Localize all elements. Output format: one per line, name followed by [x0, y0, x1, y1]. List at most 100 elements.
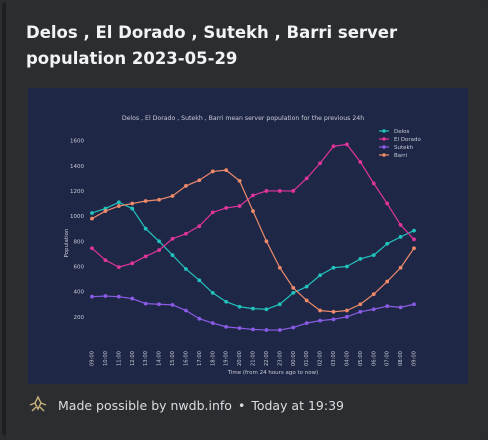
x-tick-label: 04:00: [344, 351, 350, 366]
embed-footer: Made possible by nwdb.info • Today at 19…: [28, 394, 344, 416]
data-point: [251, 306, 255, 311]
data-point: [157, 197, 161, 202]
y-tick-label: 200: [74, 315, 85, 321]
data-point: [157, 248, 161, 253]
data-point: [331, 144, 336, 149]
y-tick-label: 600: [74, 264, 85, 270]
data-point: [90, 246, 94, 251]
data-point: [358, 257, 363, 261]
legend-marker: [382, 145, 386, 149]
data-point: [264, 189, 269, 193]
data-point: [277, 328, 282, 332]
data-point: [130, 261, 135, 266]
data-point: [304, 298, 309, 303]
data-point: [358, 160, 363, 164]
data-point: [237, 326, 242, 331]
chart-image[interactable]: Delos , El Dorado , Sutekh , Barri mean …: [28, 88, 468, 384]
legend-label: Delos: [394, 129, 410, 135]
data-point: [170, 236, 175, 241]
data-point: [251, 193, 255, 198]
data-point: [331, 309, 336, 314]
data-point: [197, 224, 202, 229]
data-point: [398, 223, 403, 227]
data-point: [264, 307, 269, 312]
data-point: [130, 206, 135, 211]
data-point: [277, 302, 282, 307]
data-point: [345, 142, 349, 147]
x-tick-label: 12:00: [130, 351, 136, 366]
x-tick-label: 08:00: [398, 351, 404, 366]
data-point: [304, 176, 309, 181]
data-point: [184, 184, 188, 188]
data-point: [318, 273, 322, 278]
data-point: [116, 200, 121, 205]
data-point: [184, 231, 188, 236]
data-point: [103, 294, 108, 298]
x-tick-label: 01:00: [304, 351, 310, 366]
y-tick-label: 1600: [70, 139, 84, 145]
data-point: [304, 321, 309, 326]
data-point: [143, 254, 148, 259]
data-point: [412, 246, 416, 251]
legend-label: Barri: [394, 153, 408, 159]
data-point: [264, 328, 269, 332]
x-tick-label: 19:00: [224, 351, 230, 366]
x-tick-label: 03:00: [331, 351, 337, 366]
data-point: [184, 308, 188, 313]
data-point: [130, 296, 135, 301]
data-point: [331, 265, 336, 270]
y-axis-label: Population: [64, 228, 70, 257]
data-point: [345, 314, 349, 319]
data-point: [385, 241, 390, 246]
data-point: [277, 189, 282, 193]
data-point: [170, 302, 175, 307]
data-point: [224, 168, 229, 173]
data-point: [412, 228, 416, 233]
x-tick-label: 13:00: [143, 351, 149, 366]
data-point: [237, 304, 242, 309]
y-tick-label: 800: [74, 239, 85, 245]
data-point: [170, 253, 175, 258]
data-point: [371, 292, 376, 297]
x-tick-label: 21:00: [251, 351, 257, 366]
x-tick-label: 17:00: [197, 351, 203, 366]
legend-marker: [382, 153, 386, 157]
data-point: [291, 291, 296, 295]
data-point: [170, 194, 175, 198]
data-point: [197, 316, 202, 321]
data-point: [237, 204, 242, 208]
data-point: [371, 181, 376, 186]
data-point: [90, 216, 94, 221]
data-point: [224, 206, 229, 210]
x-tick-label: 20:00: [237, 351, 243, 366]
data-point: [184, 267, 188, 271]
data-point: [412, 237, 416, 242]
series-line-delos: [91, 201, 415, 310]
data-point: [318, 308, 322, 313]
data-point: [143, 301, 148, 306]
data-point: [304, 284, 309, 289]
footer-timestamp: Today at 19:39: [251, 397, 344, 413]
data-point: [318, 318, 322, 323]
data-point: [143, 199, 148, 203]
data-point: [331, 317, 336, 322]
data-point: [371, 307, 376, 312]
y-tick-label: 1400: [70, 164, 84, 170]
data-point: [398, 265, 403, 270]
y-tick-label: 400: [74, 290, 85, 296]
x-tick-label: 18:00: [210, 351, 216, 366]
data-point: [210, 169, 215, 174]
data-point: [398, 305, 403, 310]
footer-separator: •: [237, 397, 246, 413]
data-point: [157, 302, 161, 307]
data-point: [251, 327, 255, 332]
data-point: [277, 265, 282, 270]
chart-title: Delos , El Dorado , Sutekh , Barri mean …: [122, 115, 364, 122]
embed-card: Delos , El Dorado , Sutekh , Barri serve…: [2, 2, 484, 436]
data-point: [130, 201, 135, 206]
data-point: [291, 325, 296, 330]
x-tick-label: 06:00: [371, 351, 377, 366]
legend-marker: [382, 137, 386, 141]
x-tick-label: 09:00: [412, 351, 418, 366]
data-point: [345, 264, 349, 269]
